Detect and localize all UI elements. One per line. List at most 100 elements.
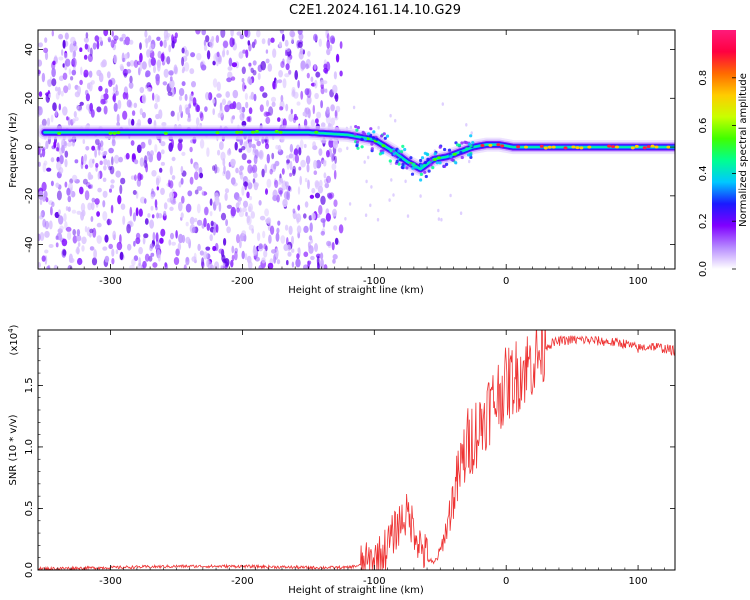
spectrogram-noise-cell bbox=[248, 224, 254, 231]
spectrogram-noise-cell bbox=[212, 98, 216, 104]
spectrogram-noise-cell bbox=[277, 117, 281, 122]
spectrogram-noise-cell bbox=[241, 146, 246, 151]
spectrogram-noise-cell bbox=[298, 166, 302, 171]
snr-frame bbox=[37, 329, 676, 571]
spectrogram-noise-cell bbox=[178, 88, 185, 96]
spectrogram-noise-cell bbox=[155, 73, 160, 82]
spectrogram-noise-cell bbox=[239, 207, 242, 213]
spectrogram-noise-cell bbox=[236, 234, 240, 244]
spectrogram-noise-cell bbox=[102, 211, 108, 221]
spectrogram-noise-cell bbox=[320, 122, 326, 128]
spectrogram-noise-cell bbox=[323, 172, 327, 179]
spectrogram-noise-cell bbox=[138, 257, 141, 267]
spectrogram-noise-cell bbox=[69, 43, 74, 53]
spectrogram-noise-cell bbox=[131, 118, 135, 126]
spectrogram-noise-cell bbox=[189, 93, 194, 102]
spectrogram-noise-cell bbox=[255, 30, 261, 38]
spectrogram-noise-cell bbox=[326, 150, 330, 158]
spectrogram-peak-cell bbox=[355, 140, 359, 144]
spectrogram-noise-cell bbox=[41, 181, 47, 192]
spectrogram-noise-cell bbox=[181, 151, 186, 156]
spectrogram-noise-cell bbox=[159, 40, 163, 47]
spectrogram-noise-cell bbox=[214, 195, 220, 206]
spectrogram-peak-cell bbox=[412, 162, 416, 166]
spectrogram-peak-cell bbox=[419, 172, 423, 176]
spectrogram-noise-cell bbox=[110, 179, 115, 184]
spectrogram-noise-cell bbox=[58, 215, 64, 225]
spectrogram-noise-cell bbox=[96, 40, 100, 50]
spectrogram-noise-cell bbox=[74, 159, 79, 164]
spectrogram-noise-cell bbox=[103, 105, 108, 115]
spectrogram-noise-cell bbox=[145, 38, 148, 49]
spectrogram-noise-cell bbox=[394, 118, 397, 123]
spectrogram-peak-cell bbox=[426, 157, 430, 161]
spectrogram-noise-cell bbox=[180, 212, 184, 219]
spectrogram-noise-cell bbox=[58, 75, 64, 82]
spectrogram-noise-cell bbox=[150, 57, 156, 66]
spectrogram-peak-cell bbox=[425, 152, 429, 156]
spectrogram-peak-cell bbox=[419, 164, 424, 168]
spectrogram-noise-cell bbox=[230, 177, 236, 185]
spectrogram-noise-cell bbox=[261, 168, 265, 178]
colorbar-tick-label: 0.6 bbox=[698, 118, 709, 134]
spectrogram-noise-cell bbox=[216, 93, 222, 98]
spectrogram-noise-cell bbox=[293, 91, 299, 99]
spectrogram-noise-cell bbox=[52, 60, 56, 66]
spectrogram-noise-cell bbox=[241, 153, 247, 161]
spectrogram-peak-cell bbox=[419, 158, 423, 163]
spectrogram-noise-cell bbox=[171, 138, 174, 149]
spectrogram-noise-cell bbox=[135, 207, 139, 217]
spectrogram-noise-cell bbox=[262, 230, 266, 239]
x-tick-label: -200 bbox=[231, 276, 254, 287]
spectrogram-noise-cell bbox=[168, 239, 172, 246]
spectrogram-noise-cell bbox=[331, 37, 335, 45]
spectrogram-noise-cell bbox=[57, 228, 63, 234]
x-tick-label: 0 bbox=[503, 276, 509, 287]
spectrogram-noise-cell bbox=[376, 217, 380, 222]
spectrogram-noise-cell bbox=[169, 79, 175, 89]
spectrogram-noise-cell bbox=[106, 159, 111, 168]
spectrogram-peak-cell bbox=[447, 148, 452, 152]
spectrogram-noise-cell bbox=[71, 69, 77, 76]
spectrogram-noise-cell bbox=[289, 30, 295, 38]
spectrogram-noise-cell bbox=[68, 253, 73, 263]
spectrogram-peak-cell bbox=[314, 130, 319, 134]
spectrogram-noise-cell bbox=[148, 154, 153, 163]
spectrogram-noise-cell bbox=[62, 106, 68, 116]
spectrogram-noise-cell bbox=[129, 75, 133, 84]
spectrogram-noise-cell bbox=[307, 260, 310, 269]
spectrogram-noise-cell bbox=[38, 142, 41, 147]
x-tick-label: 0 bbox=[503, 576, 509, 587]
spectrogram-noise-cell bbox=[89, 246, 94, 251]
spectrogram-noise-cell bbox=[68, 68, 72, 75]
spectrogram-noise-cell bbox=[66, 116, 69, 121]
spectrogram-noise-cell bbox=[142, 111, 146, 119]
spectrogram-noise-cell bbox=[89, 228, 94, 234]
spectrogram-noise-cell bbox=[237, 200, 241, 206]
y-tick-label: -40 bbox=[24, 236, 35, 252]
spectrogram-noise-cell bbox=[40, 212, 43, 218]
spectrogram-noise-cell bbox=[111, 258, 115, 265]
spectrogram-peak-cell bbox=[356, 126, 360, 130]
spectrogram-noise-cell bbox=[217, 149, 221, 156]
spectrogram-noise-cell bbox=[286, 57, 291, 65]
spectrogram-peak-cell bbox=[427, 169, 431, 173]
spectrogram-noise-cell bbox=[248, 196, 253, 201]
spectrogram-noise-cell bbox=[221, 98, 227, 106]
spectrogram-noise-cell bbox=[315, 118, 319, 124]
spectrogram-noise-cell bbox=[162, 81, 168, 86]
spectrogram-noise-cell bbox=[279, 189, 283, 197]
spectrogram-noise-cell bbox=[320, 86, 325, 95]
spectrogram-noise-cell bbox=[232, 115, 235, 120]
spectrogram-peak-cell bbox=[443, 147, 447, 152]
spectrogram-noise-cell bbox=[285, 103, 289, 112]
spectrogram-noise-cell bbox=[212, 165, 216, 172]
spectrogram-peak-cell bbox=[355, 128, 359, 132]
colorbar-tick-label: 0.0 bbox=[698, 261, 709, 277]
spectrogram-noise-cell bbox=[66, 187, 71, 196]
x-tick-label: 100 bbox=[629, 576, 648, 587]
spectrogram-noise-cell bbox=[129, 265, 135, 269]
spectrogram-noise-cell bbox=[263, 111, 269, 117]
spectrogram-peak-cell bbox=[353, 132, 357, 136]
spectrogram-noise-cell bbox=[163, 202, 168, 210]
